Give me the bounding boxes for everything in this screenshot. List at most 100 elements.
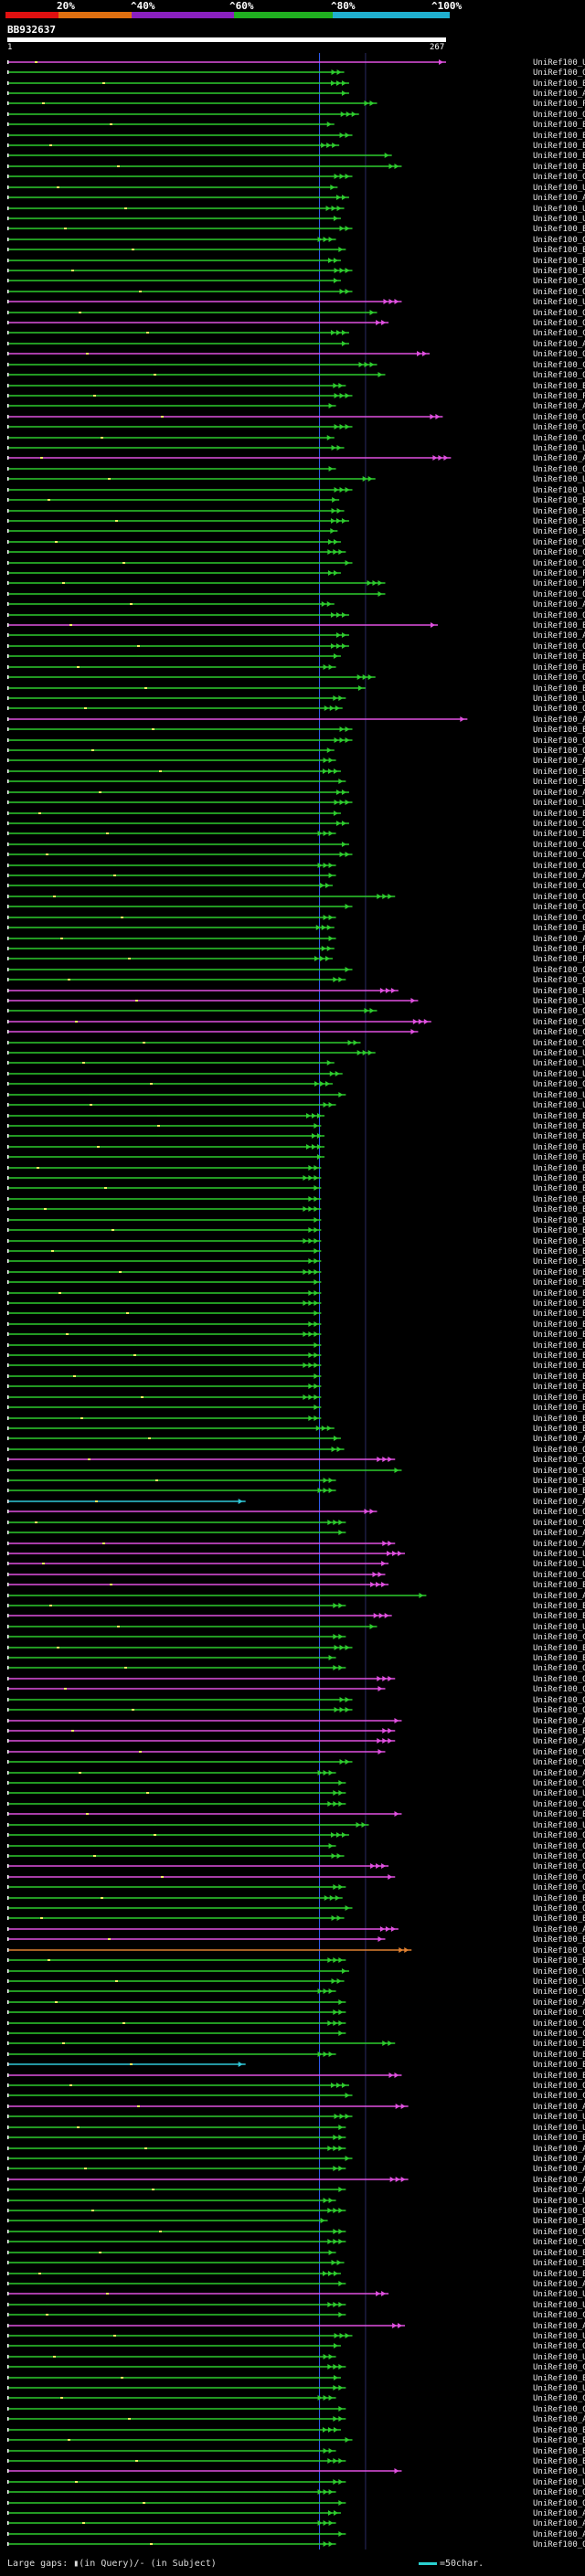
mismatch-mark	[46, 2314, 48, 2316]
mismatch-mark	[69, 624, 72, 626]
hit-arrow	[341, 643, 346, 649]
hit-arrow	[328, 2541, 334, 2547]
hit-label: UniRef100_B7QC03	[533, 2436, 585, 2445]
hit-start-tick	[7, 1614, 9, 1617]
hit-arrow	[338, 247, 344, 252]
hit-arrow	[394, 2072, 399, 2078]
hit-start-tick	[7, 498, 9, 502]
hit-label: UniRef100_C1E8T3	[533, 548, 585, 557]
mismatch-mark	[42, 102, 45, 104]
hit-arrow	[333, 216, 338, 221]
hit-arrow	[390, 988, 396, 993]
hit-label: UniRef100_B3N366	[533, 2061, 585, 2070]
hit-arrow	[323, 2354, 328, 2359]
hit-start-tick	[7, 1781, 9, 1785]
mismatch-mark	[148, 1437, 151, 1439]
hit-arrow	[324, 883, 330, 888]
hit-arrow	[338, 1092, 344, 1097]
hit-start-tick	[7, 1332, 9, 1336]
hit-arrow	[345, 967, 350, 972]
mismatch-mark	[44, 1208, 47, 1210]
hit-label: UniRef100_A3E0M5	[533, 716, 585, 725]
hit-arrow	[327, 2271, 333, 2276]
hit-label: UniRef100_C4PNT1	[533, 914, 585, 923]
hit-label: UniRef100_B9MXY9	[533, 621, 585, 631]
hit-arrow	[326, 1426, 332, 1431]
hit-start-tick	[7, 133, 9, 137]
hit-label: UniRef100_B7QPE4	[533, 2270, 585, 2279]
hit-label: UniRef100_B4QDI1	[533, 987, 585, 996]
hit-label: UniRef100_Q3HTX6	[533, 288, 585, 297]
hit-start-tick	[7, 1979, 9, 1983]
hit-label: UniRef100_B7QC44	[533, 163, 585, 172]
hit-label: UniRef100_Q4I810	[533, 903, 585, 912]
hit-arrow	[336, 69, 342, 75]
hit-label: UniRef100_B7QF53	[533, 1602, 585, 1611]
hit-start-tick	[7, 2157, 9, 2160]
hit-arrow	[400, 2177, 406, 2182]
hit-label: UniRef100_A7NNZ0	[533, 454, 585, 463]
hit-arrow	[443, 455, 449, 461]
hit-arrow	[400, 2104, 406, 2109]
mismatch-mark	[55, 541, 58, 543]
hit-arrow	[364, 1008, 369, 1013]
hit-label: UniRef100_Q31DM1	[533, 2488, 585, 2497]
hit-arrow	[327, 2020, 333, 2026]
hit-start-tick	[7, 1009, 9, 1012]
hit-arrow	[335, 1895, 340, 1901]
hit-label: UniRef100_P25586	[533, 569, 585, 578]
hit-label: UniRef100_A9J790	[533, 2145, 585, 2154]
hit-label: UniRef100_B1X1K0	[533, 2374, 585, 2383]
hit-arrow	[323, 2198, 328, 2203]
hit-arrow	[394, 299, 399, 304]
hit-start-tick	[7, 425, 9, 429]
hit-arrow	[314, 1238, 319, 1244]
hit-arrow	[328, 2489, 334, 2495]
hit-arrow	[338, 2281, 344, 2286]
hit-arrow	[357, 685, 363, 691]
hit-start-tick	[7, 1542, 9, 1545]
hit-arrow	[345, 852, 350, 857]
mismatch-mark	[110, 1584, 112, 1585]
mismatch-mark	[108, 478, 111, 480]
hit-arrow	[338, 779, 344, 784]
hit-start-tick	[7, 1166, 9, 1170]
hit-arrow	[338, 1999, 344, 2005]
hit-arrow	[377, 894, 382, 899]
hit-arrow	[338, 2020, 344, 2026]
hit-label: UniRef100_A9DLX2	[533, 631, 585, 641]
hit-label: UniRef100_B7PC80	[533, 1362, 585, 1371]
hit-arrow	[383, 299, 388, 304]
hit-start-tick	[7, 2094, 9, 2097]
hit-label: UniRef100_B7Q972	[533, 1164, 585, 1173]
hit-label: UniRef100_B7PQ27	[533, 1237, 585, 1246]
hit-start-tick	[7, 352, 9, 355]
hit-start-tick	[7, 1468, 9, 1472]
hit-arrow	[333, 769, 338, 774]
hit-arrow	[370, 1582, 376, 1587]
hit-arrow	[353, 1040, 358, 1045]
hit-label: UniRef100_UP1000...	[533, 1070, 585, 1079]
hit-arrow	[338, 2302, 344, 2307]
hit-arrow	[338, 1790, 344, 1796]
hit-arrow	[341, 80, 346, 86]
hit-label: UniRef100_A1GL51	[533, 1769, 585, 1778]
hit-arrow	[319, 883, 324, 888]
hit-arrow	[314, 1206, 319, 1212]
hit-arrow	[422, 351, 428, 356]
hit-label: UniRef100_B7Q097	[533, 2217, 585, 2226]
hit-start-tick	[7, 623, 9, 627]
hit-start-tick	[7, 1020, 9, 1023]
hit-arrow	[378, 372, 383, 377]
hit-label: UniRef100_B7Q1XB	[533, 1132, 585, 1141]
hit-arrow	[323, 1488, 328, 1493]
hit-arrow	[333, 2135, 338, 2140]
hit-arrow	[376, 2291, 381, 2296]
hit-arrow	[314, 1123, 319, 1129]
hit-arrow	[321, 601, 326, 607]
hit-start-tick	[7, 1301, 9, 1305]
hit-start-tick	[7, 748, 9, 752]
hit-arrow	[367, 476, 373, 482]
hit-label: UniRef100_UP1000...	[533, 215, 585, 224]
hit-arrow	[333, 2020, 338, 2026]
